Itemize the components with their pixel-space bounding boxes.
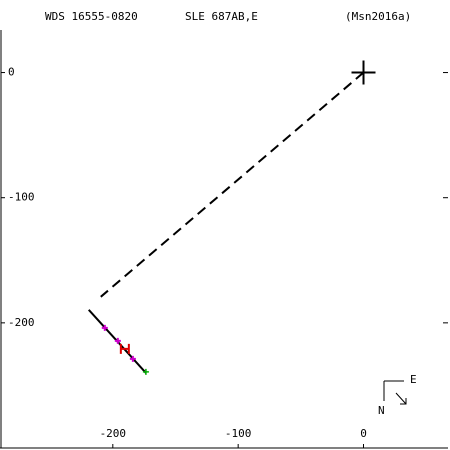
y-tick-label: 0 — [8, 66, 15, 79]
y-tick-label: -100 — [8, 191, 35, 204]
x-tick-label: 0 — [360, 427, 367, 440]
compass-arrow — [395, 392, 407, 405]
y-tick-label: -200 — [8, 316, 35, 329]
chart-title: WDS 16555-0820 — [45, 10, 138, 23]
x-tick-label: -100 — [225, 427, 252, 440]
compass-north: N — [378, 404, 385, 417]
measure-point — [129, 355, 136, 362]
chart-subtitle: SLE 687AB,E — [185, 10, 258, 23]
green-measure — [142, 368, 149, 375]
compass-east: E — [410, 373, 417, 386]
reference: (Msn2016a) — [345, 10, 411, 23]
primary-star — [351, 60, 376, 85]
measure-point — [101, 324, 108, 331]
measure-point — [114, 337, 121, 344]
dashed-line — [100, 71, 365, 298]
x-tick-label: -200 — [100, 427, 127, 440]
compass-arrow-head — [400, 398, 407, 405]
compass — [383, 380, 407, 405]
red-measure — [119, 343, 130, 354]
